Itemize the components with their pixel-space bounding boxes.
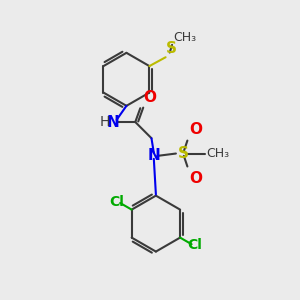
Text: O: O <box>189 122 202 137</box>
Text: S: S <box>166 41 177 56</box>
Text: O: O <box>143 90 156 105</box>
Text: CH₃: CH₃ <box>173 31 196 44</box>
Text: H: H <box>99 115 110 129</box>
Text: CH₃: CH₃ <box>206 147 230 160</box>
Text: Cl: Cl <box>187 238 202 252</box>
Text: Cl: Cl <box>110 195 124 209</box>
Text: N: N <box>148 148 160 164</box>
Text: N: N <box>107 115 120 130</box>
Text: O: O <box>189 171 202 186</box>
Text: S: S <box>178 146 189 161</box>
